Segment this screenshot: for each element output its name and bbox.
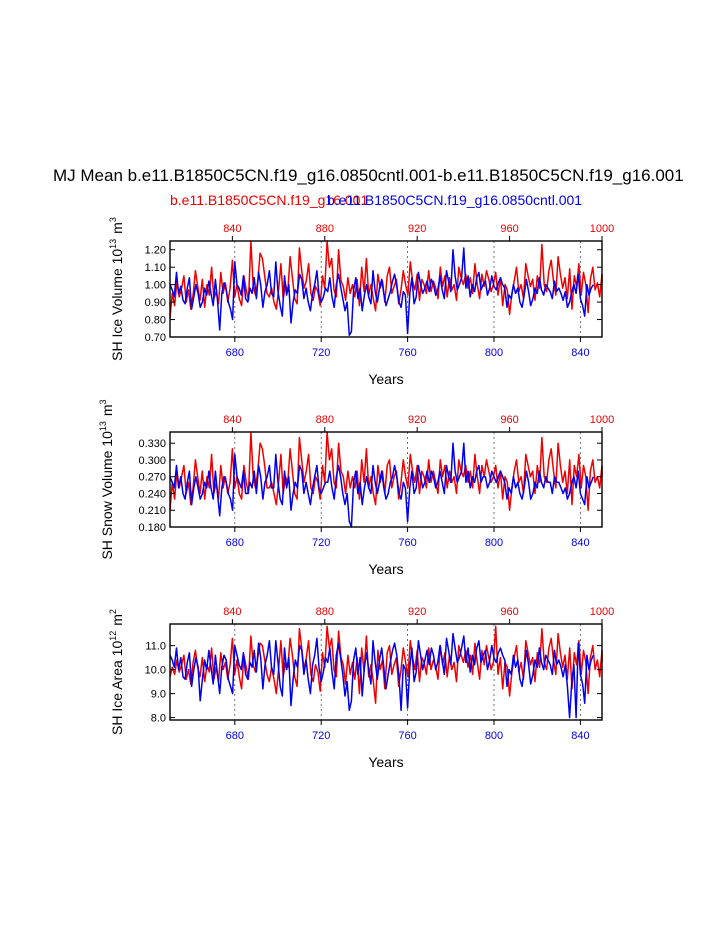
x-tick-label-bottom: 840: [571, 730, 589, 742]
series-red-line: [169, 431, 603, 511]
x-tick-label-bottom: 720: [312, 347, 330, 359]
figure-title: MJ Mean b.e11.B1850C5CN.f19_g16.0850cntl…: [53, 166, 684, 185]
y-tick-label: 0.80: [145, 315, 166, 327]
y-axis-label-part: 3: [108, 217, 118, 222]
x-tick-label-top: 960: [500, 606, 518, 618]
x-tick-label-top: 920: [408, 414, 426, 426]
y-tick-label: 0.330: [138, 438, 166, 450]
x-axis-label: Years: [368, 754, 403, 770]
x-tick-label-bottom: 680: [226, 730, 244, 742]
plot-frame: [169, 623, 603, 721]
y-tick-label: 8.0: [151, 713, 166, 725]
x-tick-label-top: 880: [316, 223, 334, 235]
y-tick-label: 1.00: [145, 280, 166, 292]
x-tick-label-bottom: 720: [312, 537, 330, 549]
y-tick-label: 0.70: [145, 332, 166, 344]
panel-ice-volume: 0.70 0.80 0.90 1.00 1.10 1.20 680 720 760 800 840 8…: [108, 217, 614, 387]
y-tick-label: 0.270: [138, 472, 166, 484]
x-tick-label-bottom: 800: [485, 537, 503, 549]
y-tick-label: 1.10: [145, 262, 166, 274]
y-axis-label-part: 3: [98, 399, 108, 404]
legend-red-label: b.e11.B1850C5CN.f19_g16.001: [170, 192, 368, 208]
y-axis-label-part: SH Snow Volume 10: [99, 431, 115, 560]
y-tick-label: 11.0: [145, 641, 166, 653]
y-tick-label: 0.180: [138, 522, 166, 534]
x-tick-label-bottom: 760: [398, 537, 416, 549]
series-blue-line: [169, 247, 595, 337]
y-axis-label-part: SH Ice Volume 10: [109, 249, 125, 361]
series-red-line: [169, 240, 603, 318]
plot-frame: [169, 240, 603, 338]
x-tick-label-top: 840: [223, 223, 241, 235]
y-axis-label-part: m: [109, 222, 125, 234]
y-axis-label-part: SH Ice Area 10: [109, 641, 125, 735]
y-axis-label: SH Snow Volume 1013 m3: [98, 399, 115, 559]
x-tick-label-top: 920: [408, 606, 426, 618]
y-tick-label: 9.0: [151, 689, 166, 701]
x-tick-label-bottom: 800: [485, 347, 503, 359]
x-tick-label-top: 1000: [590, 414, 614, 426]
y-axis-label-part: 13: [108, 239, 118, 249]
x-axis-label: Years: [368, 561, 403, 577]
x-tick-label-top: 960: [500, 414, 518, 426]
series-blue-line: [169, 632, 595, 719]
x-tick-label-top: 1000: [590, 606, 614, 618]
y-axis-label-part: m: [109, 614, 125, 626]
y-axis-label-part: 12: [108, 631, 118, 641]
x-tick-label-top: 840: [223, 606, 241, 618]
y-axis-label-part: m: [99, 404, 115, 416]
x-tick-label-bottom: 840: [571, 537, 589, 549]
x-tick-label-top: 880: [316, 414, 334, 426]
plot-frame: [169, 431, 603, 528]
y-tick-label: 1.20: [145, 245, 166, 257]
y-tick-label: 0.90: [145, 297, 166, 309]
y-tick-label: 0.300: [138, 455, 166, 467]
y-axis-label: SH Ice Area 1012 m2: [108, 609, 125, 735]
series-red-line: [169, 625, 603, 704]
x-axis-label: Years: [368, 371, 403, 387]
y-tick-label: 0.210: [138, 505, 166, 517]
x-tick-label-top: 1000: [590, 223, 614, 235]
x-tick-label-bottom: 840: [571, 347, 589, 359]
x-tick-label-bottom: 680: [226, 537, 244, 549]
x-tick-label-bottom: 760: [398, 730, 416, 742]
x-tick-label-bottom: 680: [226, 347, 244, 359]
legend-blue-label: b.e11.B1850C5CN.f19_g16.0850cntl.001: [327, 192, 582, 208]
panel-snow-volume: 0.180 0.210 0.240 0.270 0.300 0.330 680 720 760 8…: [98, 399, 614, 577]
y-tick-label: 0.240: [138, 488, 166, 500]
x-tick-label-top: 920: [408, 223, 426, 235]
series-blue-line: [169, 442, 595, 528]
x-tick-label-top: 960: [500, 223, 518, 235]
x-tick-label-bottom: 760: [398, 347, 416, 359]
x-tick-label-bottom: 800: [485, 730, 503, 742]
x-tick-label-top: 840: [223, 414, 241, 426]
y-tick-label: 10.0: [145, 665, 166, 677]
y-axis-label-part: 2: [108, 609, 118, 614]
x-tick-label-bottom: 720: [312, 730, 330, 742]
x-tick-label-top: 880: [316, 606, 334, 618]
panel-ice-area: 8.0 9.0 10.0 11.0 680 720 760 800 840 840 880 920 96…: [108, 606, 614, 770]
y-axis-label: SH Ice Volume 1013 m3: [108, 217, 125, 361]
y-axis-label-part: 13: [98, 421, 108, 431]
